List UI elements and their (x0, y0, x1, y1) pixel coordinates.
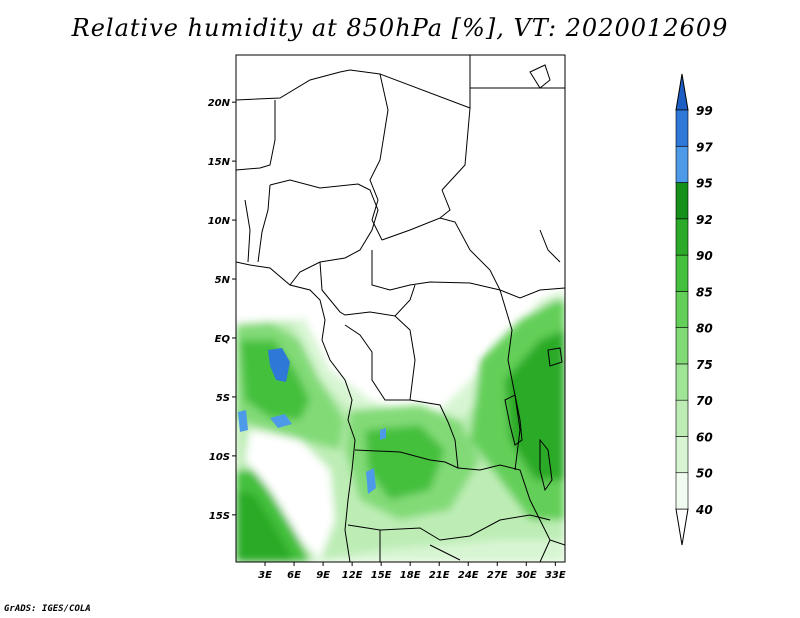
blue-patch-3 (270, 414, 292, 428)
lon-tick-label: 9E (316, 570, 330, 581)
border-line (441, 107, 471, 191)
lon-tick-label: 33E (545, 570, 566, 581)
border-line (269, 179, 379, 286)
lat-tick-label: 5N (215, 275, 231, 286)
lon-tick-label: 27E (487, 570, 508, 581)
credit-text: GrADS: IGES/COLA (4, 604, 91, 614)
country-borders (236, 55, 565, 562)
colorbar-swatch (675, 436, 689, 474)
lon-tick-label: 6E (287, 570, 301, 581)
lat-tick-label: 5S (216, 393, 230, 404)
border-line (381, 217, 565, 299)
lake-outline (547, 347, 563, 367)
lon-tick-label: 12E (342, 570, 363, 581)
map-frame (235, 54, 566, 563)
dry-pocket-west (245, 430, 335, 560)
colorbar-label: 99 (696, 104, 713, 118)
colorbar-under-arrow (675, 508, 689, 546)
colorbar-swatch (675, 254, 689, 292)
colorbar-swatch (675, 109, 689, 147)
humid-zone-southwest-core (236, 490, 295, 562)
colorbar-swatch (675, 145, 689, 183)
lat-tick-label: 15N (208, 157, 231, 168)
border-line (499, 289, 521, 471)
colorbar-label: 60 (696, 430, 713, 444)
blue-patch-4 (366, 468, 376, 494)
blue-patch-2 (238, 410, 248, 432)
latitude-axis: 20N 15N 10N 5N EQ 5S 10S 15S (208, 98, 236, 522)
colorbar-label: 70 (696, 394, 713, 408)
lake-outline (504, 394, 523, 446)
lat-tick-label: 15S (209, 511, 230, 522)
colorbar-label: 80 (696, 322, 713, 336)
color-bar: 40 50 60 70 75 80 85 90 92 95 97 99 (675, 73, 713, 546)
lat-tick-label: 10N (208, 216, 231, 227)
border-line (354, 449, 459, 469)
colorbar-label: 92 (696, 213, 713, 227)
border-line (394, 315, 416, 401)
colorbar-label: 90 (696, 249, 713, 263)
lat-tick-label: 20N (208, 98, 231, 109)
colorbar-swatch (675, 472, 689, 510)
border-line (257, 184, 271, 263)
blue-patch-5 (380, 428, 386, 440)
humid-zone-north-coast (236, 268, 320, 322)
lake-outline (539, 438, 553, 492)
border-line (319, 261, 416, 317)
lon-tick-label: 3E (258, 570, 272, 581)
border-line (369, 73, 389, 241)
border-line (539, 539, 551, 562)
colorbar-swatch (675, 218, 689, 256)
humid-zone-east-core (505, 330, 565, 480)
humidity-field (236, 268, 565, 562)
map-title: Relative humidity at 850hPa [%], VT: 202… (71, 14, 729, 42)
colorbar-label: 97 (696, 140, 713, 154)
border-line (236, 100, 276, 171)
lon-tick-label: 18E (400, 570, 421, 581)
colorbar-label: 40 (695, 503, 713, 517)
border-line (539, 229, 561, 263)
lon-tick-label: 24E (458, 570, 479, 581)
colorbar-over-arrow (675, 73, 689, 111)
border-line (347, 514, 551, 541)
colorbar-swatch (675, 399, 689, 437)
colorbar-label: 50 (696, 467, 713, 481)
longitude-axis: 3E 6E 9E 12E 15E 18E 21E 24E 27E 30E 33E (258, 562, 566, 581)
lon-tick-label: 15E (371, 570, 392, 581)
coastline (236, 261, 356, 562)
humid-zone-angola-core (365, 425, 445, 500)
colorbar-swatch (675, 291, 689, 328)
colorbar-label: 85 (696, 285, 713, 299)
border-line (344, 324, 565, 546)
lon-tick-label: 21E (429, 570, 450, 581)
lat-tick-label: EQ (215, 334, 231, 345)
colorbar-label: 95 (696, 177, 713, 191)
lat-tick-label: 10S (209, 452, 230, 463)
blue-patch-1 (268, 348, 290, 382)
lake-outline (529, 64, 551, 89)
colorbar-swatch (675, 363, 689, 401)
border-line (371, 250, 501, 291)
dry-pocket-central (410, 300, 480, 400)
humid-zone-coast-core (240, 340, 310, 420)
border-line (429, 544, 461, 561)
colorbar-swatch (675, 327, 689, 365)
colorbar-label: 75 (696, 358, 713, 372)
colorbar-swatch (675, 182, 689, 220)
lon-tick-label: 30E (516, 570, 537, 581)
border-line (236, 55, 471, 109)
border-line (244, 199, 251, 263)
border-line (439, 189, 451, 219)
